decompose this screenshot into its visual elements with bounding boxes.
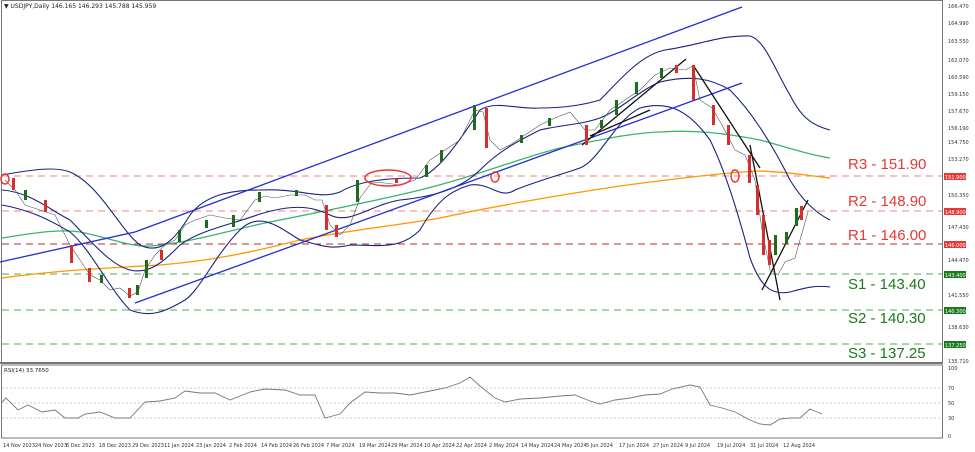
svg-text:0: 0: [948, 434, 951, 440]
svg-text:18 Dec 2023: 18 Dec 2023: [99, 443, 131, 449]
support-resistance-lines: [2, 175, 942, 345]
svg-text:100: 100: [948, 366, 958, 372]
main-pane-border: [1, 0, 943, 364]
svg-text:29 Dec 2023: 29 Dec 2023: [132, 443, 164, 449]
svg-text:26 Feb 2024: 26 Feb 2024: [293, 443, 324, 449]
svg-text:19 Mar 2024: 19 Mar 2024: [359, 443, 391, 449]
svg-text:24 May 2024: 24 May 2024: [554, 443, 587, 449]
rsi-title: RSI(14) 33.7650: [4, 368, 49, 374]
svg-text:S1 - 143.40: S1 - 143.40: [848, 276, 926, 293]
chart-title: ▼ USDJPY,Daily 146.165 146.293 145.788 1…: [4, 3, 157, 10]
svg-text:R1 - 146.00: R1 - 146.00: [848, 227, 926, 244]
rsi-axis: 100 70 50 30 0: [948, 366, 958, 440]
svg-text:S3 - 137.25: S3 - 137.25: [848, 345, 926, 362]
svg-text:143.400: 143.400: [945, 273, 966, 279]
svg-text:154.750: 154.750: [948, 140, 969, 146]
svg-text:151.900: 151.900: [945, 175, 966, 181]
date-axis: 14 Nov 2023 24 Nov 2023 6 Dec 2023 18 De…: [3, 443, 815, 449]
svg-text:24 Nov 2023: 24 Nov 2023: [35, 443, 67, 449]
svg-text:146.000: 146.000: [945, 243, 966, 249]
svg-text:137.250: 137.250: [945, 343, 966, 349]
svg-text:27 Jun 2024: 27 Jun 2024: [653, 443, 683, 449]
ma-orange-line: [1, 170, 831, 279]
svg-text:23 Jan 2024: 23 Jan 2024: [196, 443, 226, 449]
svg-text:14 May 2024: 14 May 2024: [521, 443, 554, 449]
svg-text:12 Aug 2024: 12 Aug 2024: [783, 443, 815, 449]
rsi-pane-border: [1, 364, 943, 439]
svg-text:135.710: 135.710: [948, 359, 969, 365]
svg-text:156.190: 156.190: [948, 126, 969, 132]
svg-text:14 Feb 2024: 14 Feb 2024: [261, 443, 292, 449]
rsi-level-lines: [2, 387, 942, 419]
svg-text:166.470: 166.470: [948, 4, 969, 10]
rsi-line: [1, 376, 823, 426]
svg-text:141.550: 141.550: [948, 293, 969, 299]
svg-text:7 Mar 2024: 7 Mar 2024: [326, 443, 355, 449]
svg-text:22 Apr 2024: 22 Apr 2024: [456, 443, 487, 449]
bollinger-middle: [1, 77, 831, 272]
candles: [12, 65, 803, 298]
bollinger-upper: [1, 35, 831, 249]
svg-text:17 Jun 2024: 17 Jun 2024: [619, 443, 649, 449]
ascending-channel: [0, 6, 743, 304]
svg-text:160.590: 160.590: [948, 75, 969, 81]
svg-text:5 Jun 2024: 5 Jun 2024: [586, 443, 613, 449]
svg-text:S2 - 140.30: S2 - 140.30: [848, 310, 926, 327]
level-tags: 151.900 148.900 146.000 143.400 140.300 …: [944, 173, 966, 349]
svg-text:31 Jul 2024: 31 Jul 2024: [750, 443, 778, 449]
svg-text:159.150: 159.150: [948, 92, 969, 98]
svg-text:138.630: 138.630: [948, 325, 969, 331]
svg-text:29 Mar 2024: 29 Mar 2024: [391, 443, 423, 449]
ma-green-line: [1, 130, 831, 247]
svg-text:140.300: 140.300: [945, 309, 966, 315]
svg-text:147.430: 147.430: [948, 225, 969, 231]
svg-text:50: 50: [948, 401, 954, 407]
svg-text:162.070: 162.070: [948, 58, 969, 64]
svg-text:153.270: 153.270: [948, 157, 969, 163]
price-axis: 166.470 164.990 163.550 162.070 160.590 …: [948, 4, 969, 365]
svg-text:10 Apr 2024: 10 Apr 2024: [424, 443, 455, 449]
svg-text:14 Nov 2023: 14 Nov 2023: [3, 443, 35, 449]
svg-text:R3 - 151.90: R3 - 151.90: [848, 156, 926, 173]
svg-text:164.990: 164.990: [948, 21, 969, 27]
annotation-circles: [0, 169, 740, 187]
level-labels: R3 - 151.90 R2 - 148.90 R1 - 146.00 S1 -…: [848, 156, 926, 362]
svg-text:30: 30: [948, 416, 954, 422]
svg-text:9 Jul 2024: 9 Jul 2024: [685, 443, 710, 449]
svg-text:148.900: 148.900: [945, 210, 966, 216]
svg-text:70: 70: [948, 386, 954, 392]
price-path: [4, 65, 809, 297]
svg-text:2 Feb 2024: 2 Feb 2024: [229, 443, 257, 449]
svg-text:157.670: 157.670: [948, 109, 969, 115]
svg-text:11 Jan 2024: 11 Jan 2024: [164, 443, 194, 449]
svg-text:19 Jul 2024: 19 Jul 2024: [717, 443, 745, 449]
svg-text:2 May 2024: 2 May 2024: [489, 443, 518, 449]
svg-text:163.550: 163.550: [948, 39, 969, 45]
svg-text:R2 - 148.90: R2 - 148.90: [848, 193, 926, 210]
svg-text:150.350: 150.350: [948, 193, 969, 199]
bollinger-lower: [1, 105, 831, 315]
svg-text:6 Dec 2023: 6 Dec 2023: [66, 443, 95, 449]
svg-text:144.470: 144.470: [948, 258, 969, 264]
